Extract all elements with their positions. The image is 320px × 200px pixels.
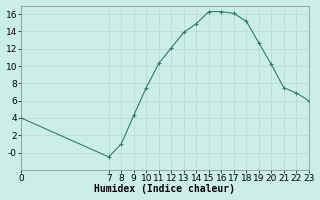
X-axis label: Humidex (Indice chaleur): Humidex (Indice chaleur)	[94, 184, 236, 194]
